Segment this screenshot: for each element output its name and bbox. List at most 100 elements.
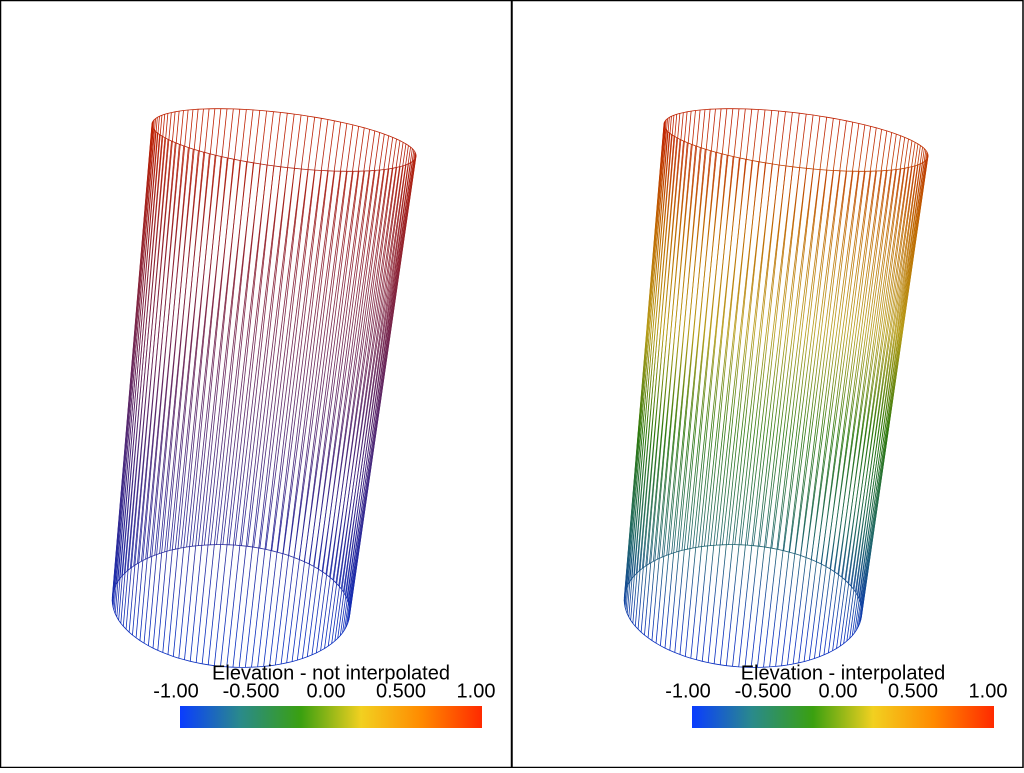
wire-line: [746, 113, 800, 546]
wire-line: [197, 109, 247, 546]
scalar-bar-tick-label: -1.00: [153, 680, 199, 702]
wire-line: [836, 168, 902, 649]
wire-line: [765, 116, 821, 548]
wire-line: [686, 108, 734, 550]
wire-line: [629, 117, 670, 583]
right-viewport-border: [511, 0, 1024, 769]
wire-line: [296, 171, 360, 661]
wire-line: [653, 110, 696, 562]
wire-line: [192, 109, 241, 547]
wire-line: [805, 124, 866, 558]
wire-line: [633, 115, 675, 577]
wire-line: [154, 109, 199, 556]
wire-line: [818, 170, 883, 657]
wire-line: [709, 109, 759, 546]
top-ring: [151, 108, 417, 172]
wire-line: [624, 121, 666, 592]
wire-line: [164, 108, 210, 552]
wire-line: [327, 168, 394, 647]
wire-line: [115, 118, 156, 586]
wire-line: [331, 167, 398, 644]
wire-line: [854, 145, 921, 593]
wire-line: [638, 113, 681, 572]
wire-line: [753, 114, 807, 546]
wire-line: [839, 168, 906, 647]
wire-line: [232, 167, 289, 668]
wire-line: [759, 114, 814, 547]
wire-line: [681, 108, 728, 551]
wire-line: [794, 122, 854, 554]
wire-line: [238, 168, 295, 668]
wire-line: [251, 169, 309, 668]
wire-line: [655, 147, 701, 644]
wire-line: [126, 113, 169, 572]
scalar-bar-title: Elevation - not interpolated: [212, 662, 450, 684]
wire-line: [750, 168, 807, 668]
wire-line: [203, 109, 254, 546]
wire-line: [832, 169, 897, 651]
wire-line: [847, 140, 913, 583]
wire-line: [114, 119, 155, 589]
wire-line: [626, 119, 667, 589]
wire-line: [763, 169, 821, 668]
wire-line: [815, 127, 877, 562]
wire-line: [861, 153, 929, 608]
wire-line: [349, 154, 417, 612]
wire-line: [666, 109, 711, 556]
wire-line: [325, 135, 390, 575]
wire-line: [222, 111, 274, 545]
wire-line: [786, 171, 848, 666]
cylinder-wireframe: [111, 108, 417, 668]
left-viewport-border: [0, 0, 513, 769]
wire-line: [180, 108, 228, 549]
wire-line: [324, 168, 390, 649]
scalar-bar-tick-label: -0.500: [223, 680, 280, 702]
wire-line: [298, 126, 360, 560]
wire-line: [645, 111, 688, 566]
wire-line: [119, 116, 160, 580]
wire-line: [738, 166, 794, 667]
wire-line: [846, 166, 913, 642]
wire-line: [342, 145, 409, 593]
wire-line: [112, 122, 153, 595]
wire-line: [244, 168, 302, 668]
wire-line: [340, 143, 407, 589]
wire-line: [269, 170, 329, 666]
wire-line: [288, 123, 348, 556]
wire-line: [133, 111, 176, 566]
wire-line: [660, 149, 706, 646]
wire-line: [844, 138, 909, 580]
wire-line: [827, 169, 893, 653]
wire-line: [641, 112, 684, 569]
wire-line: [303, 127, 365, 562]
wire-line: [271, 119, 329, 551]
wire-line: [220, 165, 275, 667]
bottom-ring: [111, 544, 351, 668]
wire-line: [661, 109, 706, 558]
wire-line: [769, 170, 828, 667]
wire-line: [311, 170, 376, 655]
wire-line: [253, 116, 309, 548]
wire-line: [159, 108, 204, 554]
wire-line: [329, 137, 394, 578]
wire-line: [725, 164, 780, 666]
wire-line: [820, 129, 883, 564]
wire-line: [226, 166, 282, 667]
scalar-bar-tick-label: 0.00: [819, 680, 858, 702]
wire-line: [302, 170, 365, 659]
wire-line: [293, 124, 354, 558]
wire-line: [335, 140, 401, 583]
wire-line: [798, 171, 860, 663]
wire-line: [756, 168, 814, 668]
wire-line: [734, 111, 786, 545]
scalar-bar-tick-label: -1.00: [665, 680, 711, 702]
scalar-bar-tick-label: 0.500: [376, 680, 426, 702]
wire-line: [346, 148, 413, 599]
wire-line: [671, 108, 716, 554]
wire-line: [704, 109, 753, 547]
wire-line: [313, 130, 376, 567]
wire-line: [207, 163, 261, 665]
wire-line: [149, 109, 194, 558]
